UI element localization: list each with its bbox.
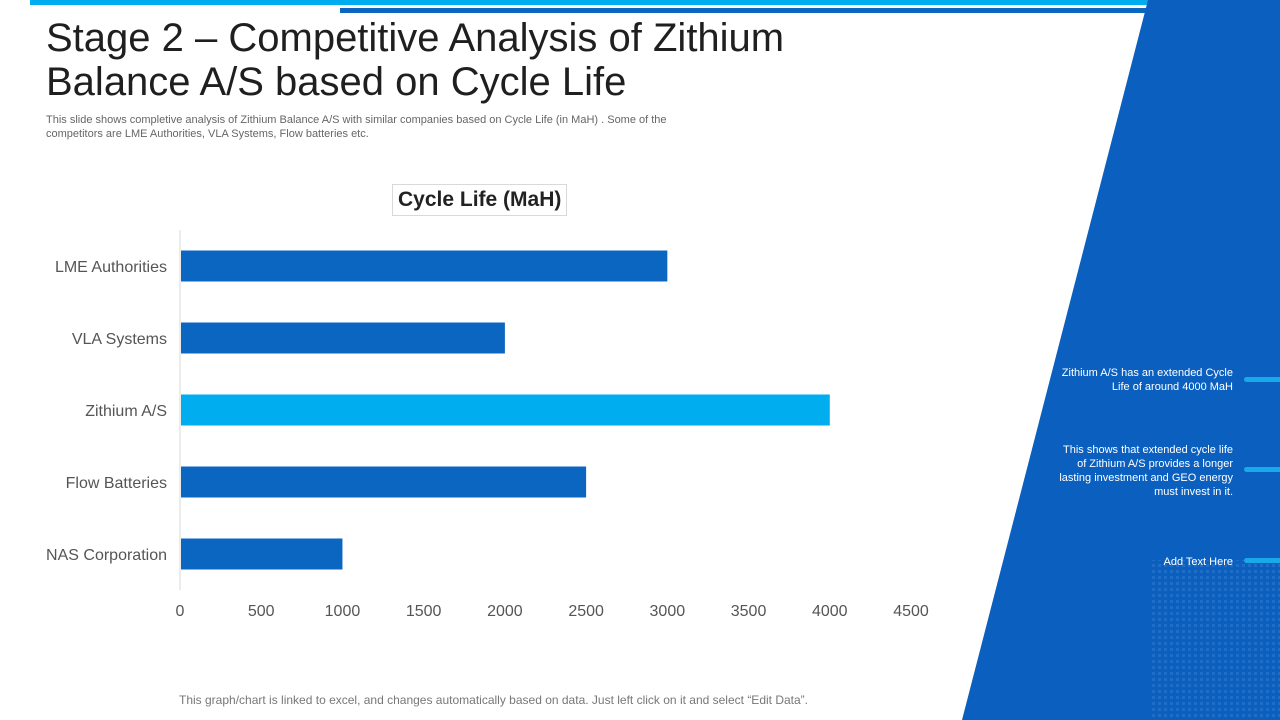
page-title: Stage 2 – Competitive Analysis of Zithiu… (46, 16, 946, 104)
callout-3: Add Text Here (1163, 556, 1233, 568)
x-tick-label: 500 (248, 603, 275, 620)
top-accent-line-light (30, 0, 1150, 5)
x-tick-label: 2500 (568, 603, 604, 620)
category-label: NAS Corporation (46, 547, 167, 564)
x-tick-label: 1000 (325, 603, 361, 620)
category-label: LME Authorities (55, 259, 167, 276)
bar-zithium-a-s[interactable] (181, 394, 830, 426)
category-label: Flow Batteries (66, 475, 167, 492)
chart-title[interactable]: Cycle Life (MaH) (392, 184, 568, 216)
x-tick-label: 4500 (893, 603, 929, 620)
panel-shape (962, 0, 1280, 720)
bar-vla-systems[interactable] (181, 322, 505, 354)
top-accent-line-dark (340, 8, 1150, 13)
bar-nas-corporation[interactable] (181, 538, 343, 570)
subtitle-line-1: This slide shows completive analysis of … (46, 114, 667, 126)
page-subtitle: This slide shows completive analysis of … (46, 113, 746, 141)
x-tick-label: 3500 (731, 603, 767, 620)
footer-note: This graph/chart is linked to excel, and… (179, 693, 808, 707)
bar-lme-authorities[interactable] (181, 250, 668, 282)
callout-1-marker (1244, 377, 1280, 382)
callout-3-marker (1244, 558, 1280, 563)
x-tick-label: 4000 (812, 603, 848, 620)
x-tick-label: 1500 (406, 603, 442, 620)
x-tick-label: 2000 (487, 603, 523, 620)
category-label: VLA Systems (72, 331, 167, 348)
panel-texture (1150, 560, 1280, 720)
callout-1: Zithium A/S has an extended Cycle Life o… (1061, 367, 1233, 393)
title-line-2: Balance A/S based on Cycle Life (46, 60, 627, 104)
bar-flow-batteries[interactable] (181, 466, 587, 498)
bar-chart[interactable]: LME Authorities VLA Systems Zithium A/S Flo… (0, 0, 960, 640)
callout-2: This shows that extended cycle life of Z… (1059, 444, 1233, 498)
subtitle-line-2: competitors are LME Authorities, VLA Sys… (46, 128, 369, 140)
title-line-1: Stage 2 – Competitive Analysis of Zithiu… (46, 16, 785, 60)
callout-2-marker (1244, 467, 1280, 472)
category-label: Zithium A/S (85, 403, 167, 420)
x-tick-label: 3000 (650, 603, 686, 620)
x-tick-label: 0 (176, 603, 185, 620)
